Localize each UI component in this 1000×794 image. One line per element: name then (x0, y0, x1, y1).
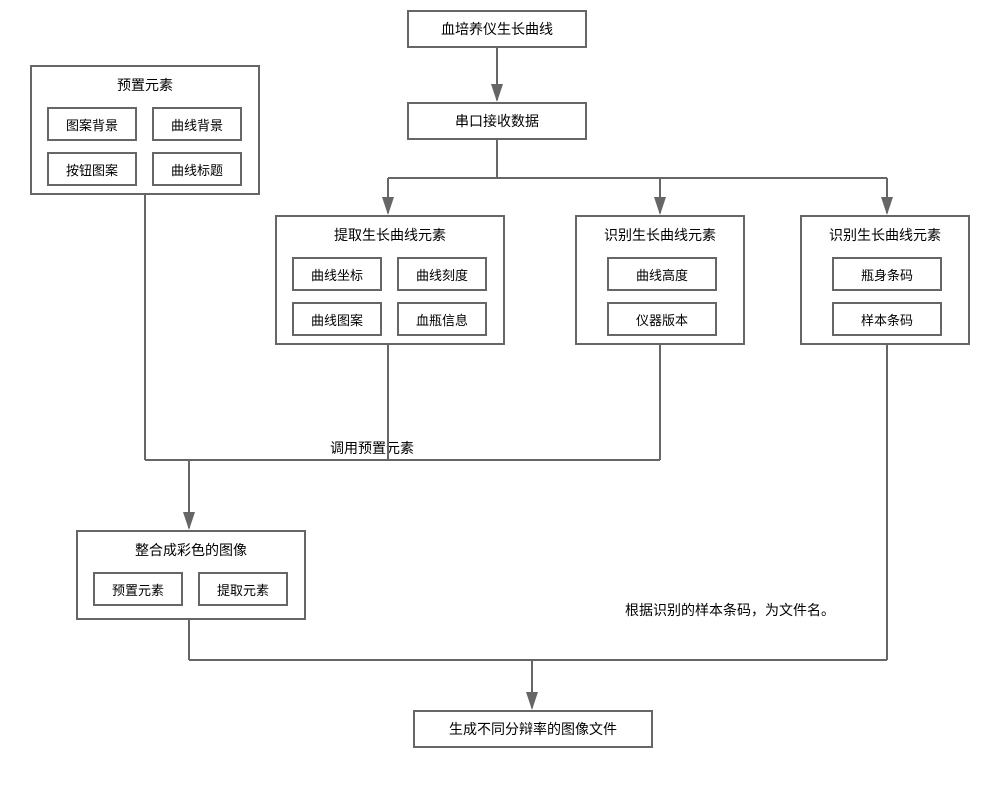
preset-item-0-label: 图案背景 (66, 115, 118, 134)
preset-group: 预置元素 图案背景 曲线背景 按钮图案 曲线标题 (30, 65, 260, 195)
top-box: 血培养仪生长曲线 (407, 10, 587, 48)
identify2-item-1-label: 样本条码 (861, 310, 913, 329)
preset-title: 预置元素 (117, 75, 173, 95)
top-box-label: 血培养仪生长曲线 (441, 19, 553, 39)
integrate-item-0-label: 预置元素 (112, 580, 164, 599)
identify1-item-0-label: 曲线高度 (636, 265, 688, 284)
call-preset-label: 调用预置元素 (330, 438, 414, 458)
extract-item-2: 曲线图案 (292, 302, 382, 336)
output-box-label: 生成不同分辩率的图像文件 (449, 719, 617, 739)
extract-item-1: 曲线刻度 (397, 257, 487, 291)
preset-item-2-label: 按钮图案 (66, 160, 118, 179)
extract-group: 提取生长曲线元素 曲线坐标 曲线刻度 曲线图案 血瓶信息 (275, 215, 505, 345)
integrate-item-0: 预置元素 (93, 572, 183, 606)
extract-item-0: 曲线坐标 (292, 257, 382, 291)
preset-item-1-label: 曲线背景 (171, 115, 223, 134)
identify1-item-1-label: 仪器版本 (636, 310, 688, 329)
identify2-title: 识别生长曲线元素 (829, 225, 941, 245)
identify2-item-1: 样本条码 (832, 302, 942, 336)
filename-label: 根据识别的样本条码，为文件名。 (625, 600, 835, 620)
extract-item-1-label: 曲线刻度 (416, 265, 468, 284)
identify1-item-0: 曲线高度 (607, 257, 717, 291)
preset-item-3: 曲线标题 (152, 152, 242, 186)
preset-item-0: 图案背景 (47, 107, 137, 141)
identify2-item-0: 瓶身条码 (832, 257, 942, 291)
integrate-item-1-label: 提取元素 (217, 580, 269, 599)
extract-item-3: 血瓶信息 (397, 302, 487, 336)
identify1-group: 识别生长曲线元素 曲线高度 仪器版本 (575, 215, 745, 345)
preset-item-1: 曲线背景 (152, 107, 242, 141)
serial-box-label: 串口接收数据 (455, 111, 539, 131)
preset-item-3-label: 曲线标题 (171, 160, 223, 179)
integrate-title: 整合成彩色的图像 (135, 540, 247, 560)
integrate-item-1: 提取元素 (198, 572, 288, 606)
extract-title: 提取生长曲线元素 (334, 225, 446, 245)
extract-item-0-label: 曲线坐标 (311, 265, 363, 284)
identify2-group: 识别生长曲线元素 瓶身条码 样本条码 (800, 215, 970, 345)
identify1-item-1: 仪器版本 (607, 302, 717, 336)
serial-box: 串口接收数据 (407, 102, 587, 140)
integrate-group: 整合成彩色的图像 预置元素 提取元素 (76, 530, 306, 620)
preset-item-2: 按钮图案 (47, 152, 137, 186)
extract-item-2-label: 曲线图案 (311, 310, 363, 329)
output-box: 生成不同分辩率的图像文件 (413, 710, 653, 748)
extract-item-3-label: 血瓶信息 (416, 310, 468, 329)
identify1-title: 识别生长曲线元素 (604, 225, 716, 245)
identify2-item-0-label: 瓶身条码 (861, 265, 913, 284)
